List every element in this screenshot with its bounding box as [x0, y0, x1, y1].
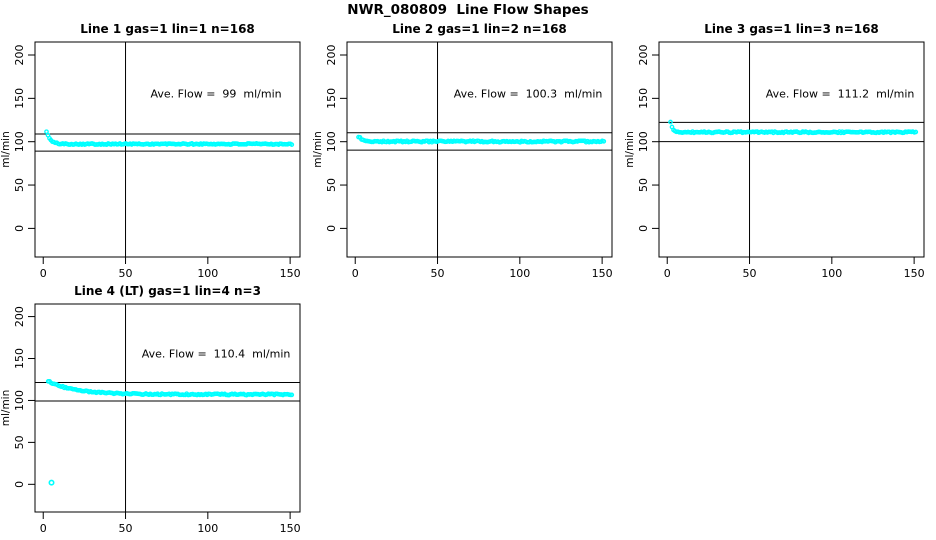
- panel-line-3-plot: 0 50 100 150 0 50 100 150 200 ml/min: [624, 41, 925, 280]
- svg-text:0: 0: [664, 267, 671, 280]
- svg-text:100: 100: [197, 267, 218, 280]
- svg-text:ml/min: ml/min: [312, 131, 324, 167]
- svg-text:0: 0: [325, 225, 338, 232]
- svg-text:100: 100: [13, 390, 26, 411]
- svg-text:50: 50: [13, 178, 26, 192]
- svg-text:0: 0: [40, 267, 47, 280]
- svg-text:50: 50: [743, 267, 757, 280]
- page-title: NWR_080809 Line Flow Shapes: [347, 2, 589, 18]
- panel-line-3-ave-flow-label: Ave. Flow = 111.2 ml/min: [765, 87, 915, 101]
- svg-text:50: 50: [119, 522, 133, 535]
- svg-text:0: 0: [40, 522, 47, 535]
- svg-text:50: 50: [119, 267, 133, 280]
- panel-line-1-ave-flow-label: Ave. Flow = 99 ml/min: [150, 87, 282, 101]
- svg-text:100: 100: [637, 131, 650, 152]
- svg-text:150: 150: [325, 88, 338, 109]
- panel-line-1: 0 50 100 150 0 50 100 150 200 ml/min Line 1 gas=1…: [0, 22, 312, 284]
- svg-text:150: 150: [13, 348, 26, 369]
- svg-text:100: 100: [509, 267, 530, 280]
- panel-line-2-plot: 0 50 100 150 0 50 100 150 200 ml/min: [312, 41, 613, 280]
- svg-text:200: 200: [13, 306, 26, 327]
- svg-text:200: 200: [637, 45, 650, 66]
- panel-line-4-title: Line 4 (LT) gas=1 lin=4 n=3: [74, 284, 261, 298]
- panel-line-2: 0 50 100 150 0 50 100 150 200 ml/min Line 2 gas=1…: [312, 22, 624, 284]
- svg-text:100: 100: [821, 267, 842, 280]
- svg-text:100: 100: [197, 522, 218, 535]
- panel-line-1-plot: 0 50 100 150 0 50 100 150 200 ml/min: [0, 41, 301, 280]
- svg-text:0: 0: [13, 481, 26, 488]
- panel-line-3: 0 50 100 150 0 50 100 150 200 ml/min Line 3 gas=1…: [624, 22, 936, 284]
- svg-text:200: 200: [325, 45, 338, 66]
- svg-text:50: 50: [13, 435, 26, 449]
- panel-line-4-ave-flow-label: Ave. Flow = 110.4 ml/min: [141, 347, 291, 361]
- svg-text:ml/min: ml/min: [624, 131, 636, 167]
- panel-line-4-plot: 0 50 100 150 0 50 100 150 200 ml/min: [0, 303, 301, 535]
- svg-text:150: 150: [280, 267, 301, 280]
- svg-text:ml/min: ml/min: [0, 390, 12, 426]
- svg-text:150: 150: [13, 88, 26, 109]
- panel-line-2-ave-flow-label: Ave. Flow = 100.3 ml/min: [453, 87, 603, 101]
- svg-text:0: 0: [13, 225, 26, 232]
- panel-line-1-title: Line 1 gas=1 lin=1 n=168: [80, 22, 255, 36]
- panel-line-3-title: Line 3 gas=1 lin=3 n=168: [704, 22, 879, 36]
- svg-text:150: 150: [280, 522, 301, 535]
- panel-line-4: 0 50 100 150 0 50 100 150 200 ml/min Line 4 (LT) …: [0, 284, 312, 540]
- svg-text:ml/min: ml/min: [0, 131, 12, 167]
- svg-text:100: 100: [13, 131, 26, 152]
- svg-text:100: 100: [325, 131, 338, 152]
- svg-text:50: 50: [637, 178, 650, 192]
- svg-text:150: 150: [637, 88, 650, 109]
- svg-text:150: 150: [904, 267, 925, 280]
- svg-text:0: 0: [637, 225, 650, 232]
- svg-text:150: 150: [592, 267, 613, 280]
- svg-text:50: 50: [431, 267, 445, 280]
- svg-text:200: 200: [13, 45, 26, 66]
- svg-text:50: 50: [325, 178, 338, 192]
- svg-text:0: 0: [352, 267, 359, 280]
- panel-line-2-title: Line 2 gas=1 lin=2 n=168: [392, 22, 567, 36]
